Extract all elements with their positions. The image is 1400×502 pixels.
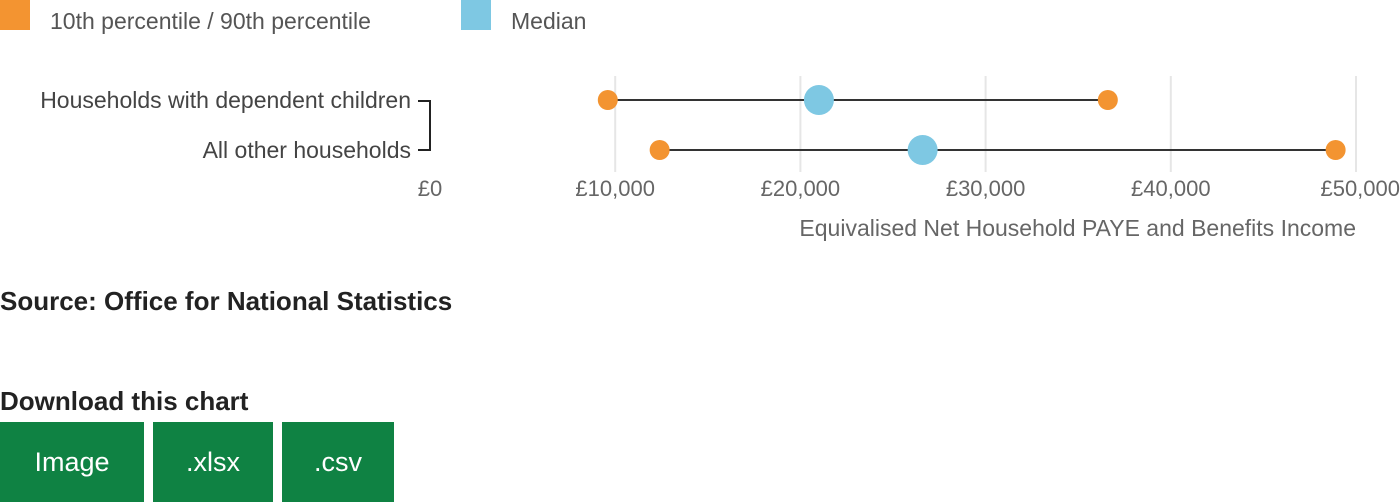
- median-point-1: [907, 135, 938, 165]
- download-title: Download this chart: [0, 386, 249, 416]
- median-point-0: [803, 85, 834, 115]
- legend-label-median: Median: [511, 8, 587, 34]
- x-tick-label-4: £40,000: [1131, 176, 1211, 201]
- x-tick-label-3: £30,000: [946, 176, 1026, 201]
- dot-range-chart: £0 £10,000 £20,000 £30,000 £40,000 £50,000 Equ…: [40, 76, 1400, 241]
- x-tick-label-2: £20,000: [761, 176, 841, 201]
- p90-point-1: [1325, 140, 1346, 160]
- x-tick-label-5: £50,000: [1320, 176, 1400, 201]
- p90-point-0: [1097, 90, 1118, 110]
- download-xlsx-button[interactable]: .xlsx: [153, 422, 273, 502]
- legend-swatch-percentile: [0, 0, 30, 30]
- x-tick-label-0: £0: [418, 176, 442, 201]
- x-axis-label: Equivalised Net Household PAYE and Benef…: [799, 215, 1356, 241]
- source-text: Source: Office for National Statistics: [0, 286, 453, 316]
- p10-point-0: [597, 90, 618, 110]
- legend-swatch-median: [461, 0, 491, 30]
- category-label-0: Households with dependent children: [40, 87, 411, 113]
- download-csv-button[interactable]: .csv: [282, 422, 394, 502]
- legend-label-percentile: 10th percentile / 90th percentile: [50, 8, 371, 34]
- category-label-1: All other households: [203, 137, 411, 163]
- x-tick-label-1: £10,000: [575, 176, 655, 201]
- category-bracket: [418, 100, 431, 151]
- p10-point-1: [649, 140, 670, 160]
- download-image-button[interactable]: Image: [0, 422, 144, 502]
